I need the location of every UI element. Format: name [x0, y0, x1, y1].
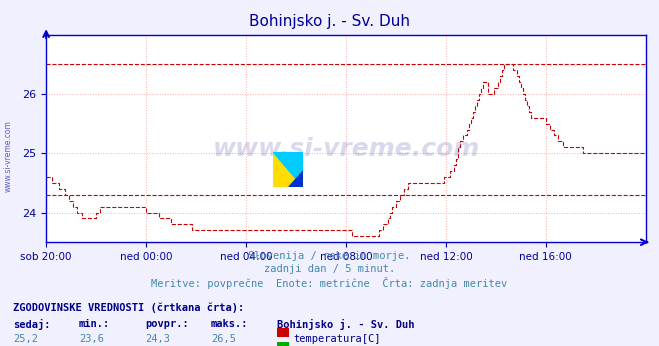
Text: 26,5: 26,5 [211, 334, 236, 344]
Text: Bohinjsko j. - Sv. Duh: Bohinjsko j. - Sv. Duh [277, 319, 415, 330]
Text: Bohinjsko j. - Sv. Duh: Bohinjsko j. - Sv. Duh [249, 14, 410, 29]
Text: 24,3: 24,3 [145, 334, 170, 344]
Text: sedaj:: sedaj: [13, 319, 51, 330]
Polygon shape [289, 170, 303, 187]
Text: maks.:: maks.: [211, 319, 248, 329]
Text: min.:: min.: [79, 319, 110, 329]
Polygon shape [273, 152, 303, 187]
Text: ZGODOVINSKE VREDNOSTI (črtkana črta):: ZGODOVINSKE VREDNOSTI (črtkana črta): [13, 303, 244, 313]
Text: Slovenija / reke in morje.: Slovenija / reke in morje. [248, 251, 411, 261]
Text: zadnji dan / 5 minut.: zadnji dan / 5 minut. [264, 264, 395, 274]
Polygon shape [273, 152, 303, 187]
Text: povpr.:: povpr.: [145, 319, 188, 329]
Text: 23,6: 23,6 [79, 334, 104, 344]
Text: Meritve: povprečne  Enote: metrične  Črta: zadnja meritev: Meritve: povprečne Enote: metrične Črta:… [152, 277, 507, 289]
Text: 25,2: 25,2 [13, 334, 38, 344]
Text: www.si-vreme.com: www.si-vreme.com [212, 137, 480, 161]
Text: temperatura[C]: temperatura[C] [293, 334, 381, 344]
Text: www.si-vreme.com: www.si-vreme.com [3, 120, 13, 192]
